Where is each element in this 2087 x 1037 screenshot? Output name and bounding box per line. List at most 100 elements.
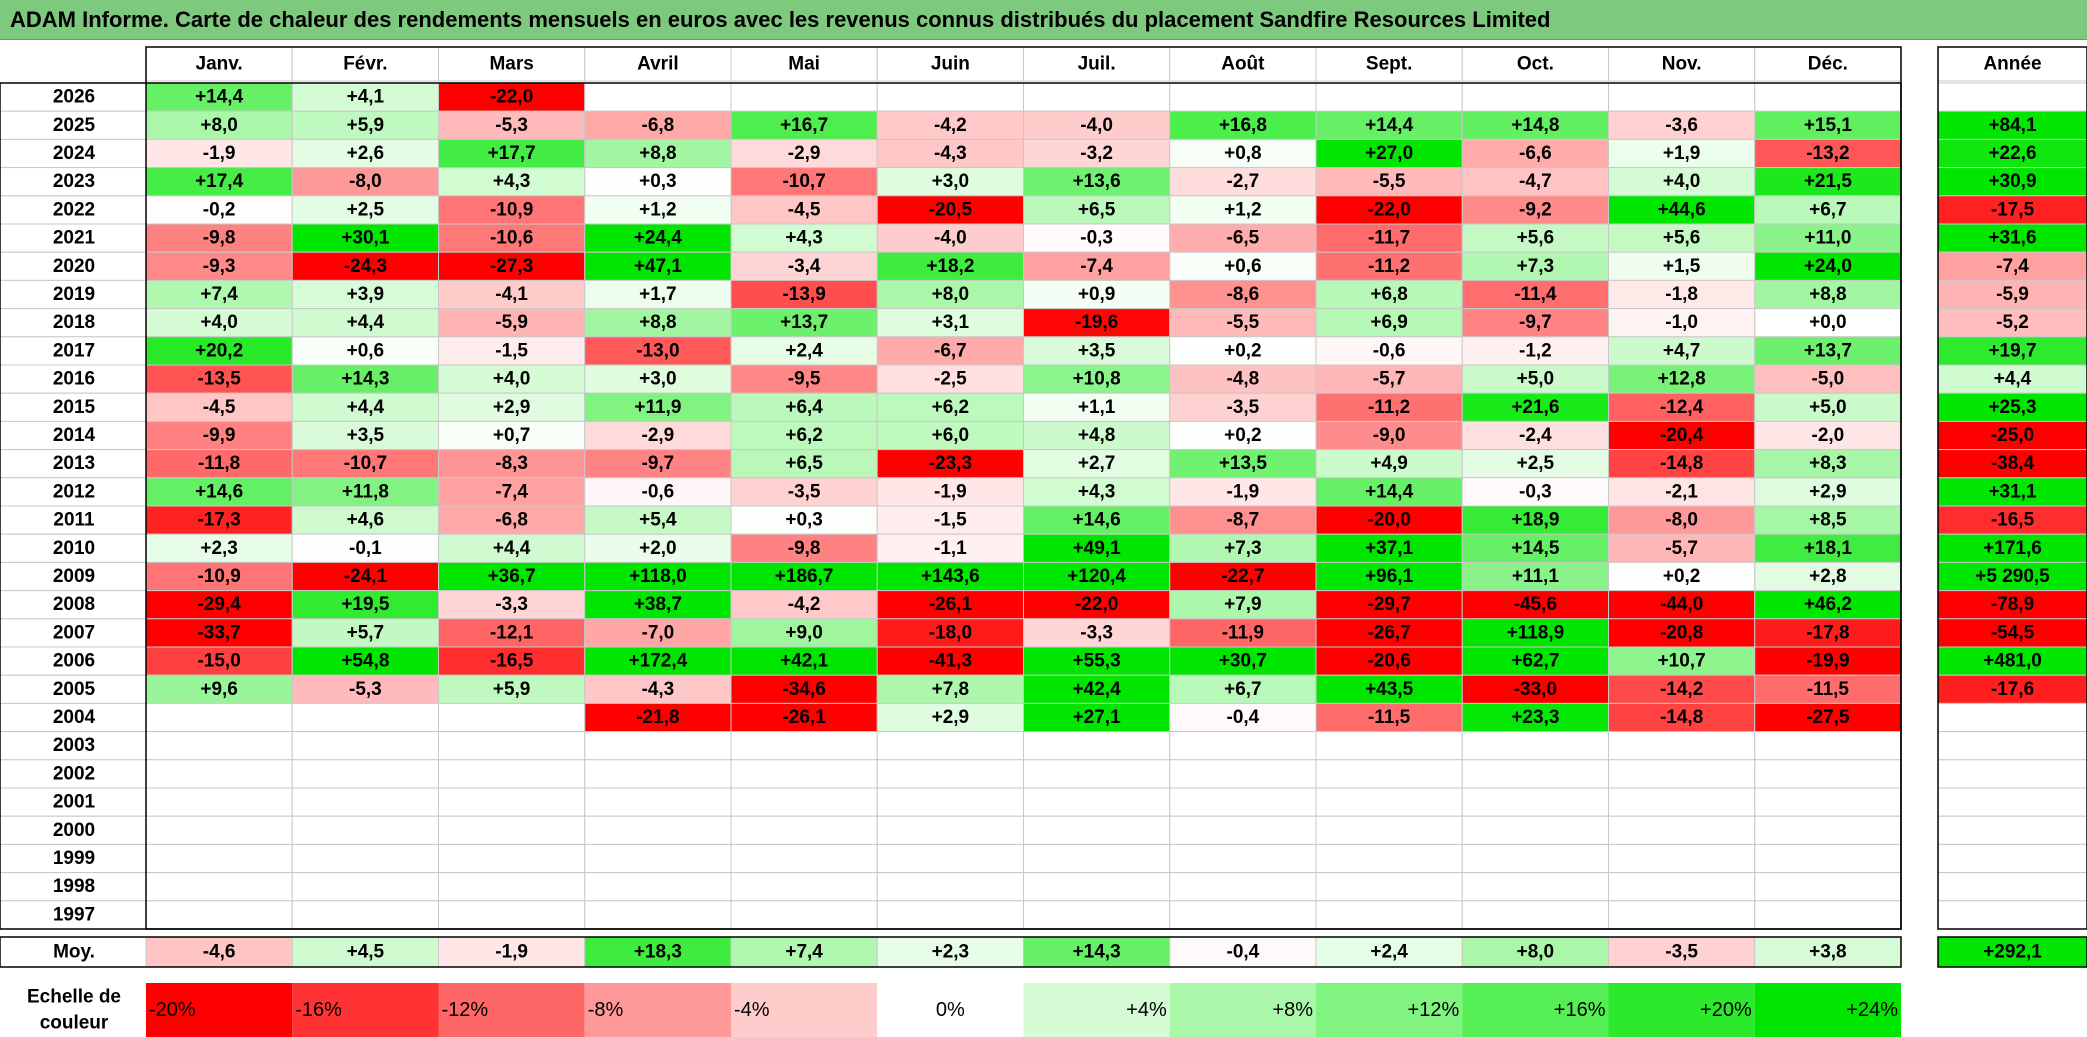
heatmap-cell xyxy=(438,449,586,479)
heatmap-cell-value: -13,5 xyxy=(197,369,241,390)
heatmap-cell-value: -11,5 xyxy=(1368,707,1411,728)
heatmap-cell xyxy=(1754,815,1902,845)
heatmap-cell xyxy=(1461,392,1609,422)
heatmap-cell-value: +0,7 xyxy=(493,425,531,446)
heatmap-cell-value: +4,0 xyxy=(493,369,531,390)
heatmap-cell-value: +1,5 xyxy=(1663,256,1701,277)
heatmap-cell xyxy=(1315,82,1463,112)
heatmap-cell xyxy=(1754,759,1902,789)
heatmap-cell xyxy=(730,195,878,225)
heatmap-cell-value: +4,3 xyxy=(1078,481,1116,502)
heatmap-cell xyxy=(291,787,439,817)
heatmap-cell-value: +14,4 xyxy=(195,87,244,108)
heatmap-cell xyxy=(1023,82,1171,112)
heatmap-cell-value: -13,2 xyxy=(1806,143,1849,164)
heatmap-cell xyxy=(1461,843,1609,874)
average-cell-value: -4,6 xyxy=(203,942,236,963)
heatmap-cell xyxy=(1754,336,1902,366)
heatmap-cell-value: +1,2 xyxy=(639,199,677,220)
heatmap-cell xyxy=(1169,308,1317,338)
scale-swatch-label: -16% xyxy=(295,999,342,1021)
average-cell-value: -3,5 xyxy=(1665,942,1698,963)
heatmap-cell-value: -10,6 xyxy=(490,228,533,249)
heatmap-cell xyxy=(1608,561,1756,592)
heatmap-cell-value: -0,3 xyxy=(1519,481,1552,502)
heatmap-cell xyxy=(1023,843,1171,874)
heatmap-cell xyxy=(876,279,1024,310)
heatmap-cell xyxy=(145,364,293,394)
heatmap-cell-value: +0,3 xyxy=(785,510,823,531)
heatmap-cell-value: -4,7 xyxy=(1519,171,1552,192)
heatmap-cell-value: -2,4 xyxy=(1519,425,1552,446)
heatmap-cell xyxy=(730,364,878,394)
heatmap-cell xyxy=(876,674,1024,704)
heatmap-cell xyxy=(1608,815,1756,845)
heatmap-cell xyxy=(1315,787,1463,817)
heatmap-cell xyxy=(291,195,439,225)
heatmap-cell-value: +0,2 xyxy=(1663,566,1701,587)
heatmap-cell-value: +14,3 xyxy=(341,369,389,390)
heatmap-cell-value: +8,8 xyxy=(639,143,677,164)
heatmap-cell xyxy=(876,815,1024,845)
heatmap-cell-value: +7,3 xyxy=(1224,538,1262,559)
heatmap-cell xyxy=(1169,900,1317,930)
heatmap-cell-value: -22,0 xyxy=(490,87,533,108)
heatmap-cell xyxy=(1754,308,1902,338)
heatmap-cell xyxy=(438,561,586,592)
heatmap-cell-value: -14,2 xyxy=(1660,679,1703,700)
year-label: 2016 xyxy=(53,369,95,390)
heatmap-cell xyxy=(584,843,732,874)
heatmap-cell xyxy=(730,872,878,902)
scale-swatch xyxy=(1754,983,1901,1037)
heatmap-cell-value: +13,7 xyxy=(1804,340,1852,361)
heatmap-cell-value: -9,9 xyxy=(203,425,236,446)
heatmap-cell xyxy=(1754,223,1902,253)
year-label: 2010 xyxy=(53,538,95,559)
heatmap-cell-value: +5,6 xyxy=(1517,228,1555,249)
heatmap-cell-value: -9,7 xyxy=(1519,312,1552,333)
heatmap-cell xyxy=(1608,731,1756,761)
heatmap-cell-value: +186,7 xyxy=(775,566,834,587)
annual-cell-value: -7,4 xyxy=(1996,256,2029,277)
heatmap-cell-value: +3,9 xyxy=(347,284,385,305)
month-header-cell xyxy=(1461,46,1609,82)
heatmap-cell-value: -1,8 xyxy=(1665,284,1698,305)
year-label-cell xyxy=(0,308,147,338)
heatmap-cell xyxy=(730,815,878,845)
year-label: 1998 xyxy=(53,876,95,897)
annual-cell-value: -25,0 xyxy=(1991,425,2034,446)
heatmap-cell xyxy=(1315,110,1463,140)
heatmap-cell xyxy=(1169,82,1317,112)
annual-cell-value: +30,9 xyxy=(1988,171,2036,192)
heatmap-cell-value: -5,0 xyxy=(1812,369,1845,390)
annual-cell xyxy=(1937,702,2087,733)
average-cell xyxy=(438,936,586,968)
heatmap-cell-value: -19,9 xyxy=(1806,651,1849,672)
heatmap-cell xyxy=(730,759,878,789)
heatmap-cell xyxy=(1608,787,1756,817)
heatmap-cell xyxy=(1608,702,1756,733)
heatmap-cell xyxy=(438,787,586,817)
heatmap-cell-value: +7,8 xyxy=(932,679,970,700)
heatmap-cell-value: +8,5 xyxy=(1809,510,1847,531)
heatmap-cell-value: +1,2 xyxy=(1224,199,1262,220)
month-header-label: Déc. xyxy=(1808,54,1848,75)
heatmap-cell-value: +0,6 xyxy=(347,340,385,361)
annual-cell xyxy=(1937,731,2087,761)
heatmap-cell-value: -4,3 xyxy=(642,679,675,700)
heatmap-cell-value: +6,2 xyxy=(785,425,823,446)
heatmap-cell-value: -0,6 xyxy=(642,481,675,502)
heatmap-cell xyxy=(291,900,439,930)
heatmap-cell xyxy=(1169,167,1317,197)
heatmap-cell xyxy=(1461,195,1609,225)
heatmap-cell-value: +4,3 xyxy=(785,228,823,249)
year-label-cell xyxy=(0,872,147,902)
scale-swatch-label: -8% xyxy=(588,999,624,1021)
month-header-cell xyxy=(1608,46,1756,82)
year-label: 2011 xyxy=(53,510,95,531)
heatmap-cell xyxy=(291,392,439,422)
year-label-cell xyxy=(0,787,147,817)
heatmap-cell xyxy=(876,787,1024,817)
scale-swatch-label: +24% xyxy=(1846,999,1898,1021)
